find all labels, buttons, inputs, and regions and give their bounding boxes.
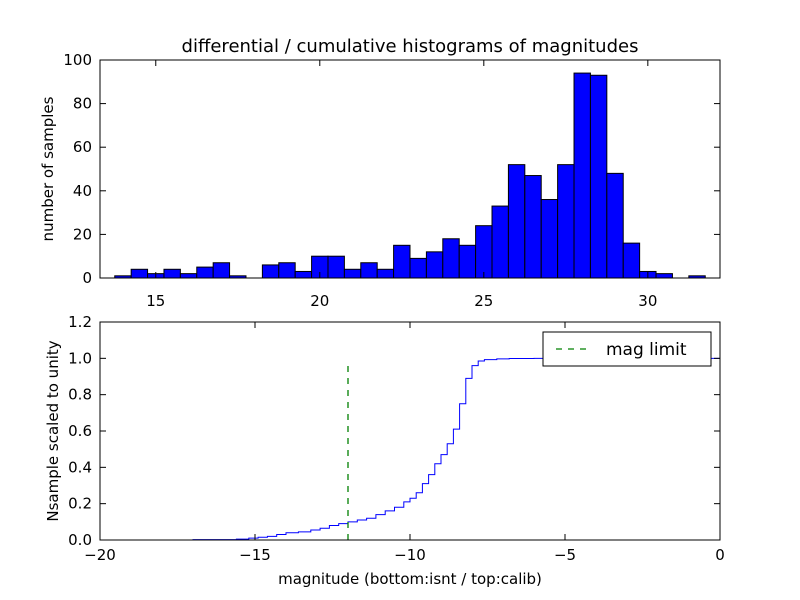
cumulative-x-tick-label: −20 bbox=[84, 546, 116, 564]
cumulative-x-tick-label: −5 bbox=[554, 546, 576, 564]
histogram-bar-22 bbox=[475, 225, 493, 279]
histogram-bar-4 bbox=[179, 273, 198, 279]
histogram-ticks: 15 20 25 30 0 20 40 60 80 100 bbox=[63, 51, 720, 310]
histogram-bar-9 bbox=[261, 264, 280, 279]
histogram-bar-6 bbox=[212, 262, 231, 279]
cumulative-y-tick-label: 1.0 bbox=[68, 349, 92, 367]
histogram-bar-21 bbox=[458, 244, 477, 279]
histogram-bar-1 bbox=[130, 268, 149, 279]
cumulative-y-axis-label: Nsample scaled to unity bbox=[44, 340, 62, 521]
histogram-bar-15 bbox=[360, 262, 378, 279]
histogram-x-tick-label: 15 bbox=[146, 292, 165, 310]
cumulative-y-tick-label: 0.6 bbox=[68, 422, 92, 440]
cumulative-y-tick-label: 0.4 bbox=[68, 458, 92, 476]
histogram-x-tick-label: 20 bbox=[310, 292, 329, 310]
histogram-bar-30 bbox=[606, 172, 624, 279]
histogram-bar-29 bbox=[589, 74, 608, 279]
histogram-bar-19 bbox=[425, 251, 444, 279]
cumulative-panel: −20 −15 −10 −5 0 0.0 0.2 0.4 0.6 0.8 1.0 1.2 Nsampl… bbox=[44, 313, 725, 588]
cumulative-x-tick-label: −10 bbox=[394, 546, 426, 564]
histogram-bar-10 bbox=[278, 262, 296, 279]
histogram-panel: 15 20 25 30 0 20 40 60 80 100 number of samples bbox=[39, 51, 721, 310]
histogram-y-tick-label: 40 bbox=[73, 182, 92, 200]
cumulative-x-tick-label: −15 bbox=[239, 546, 271, 564]
histogram-bar-25 bbox=[524, 175, 542, 279]
cumulative-x-tick-label: 0 bbox=[715, 546, 725, 564]
histogram-y-tick-label: 100 bbox=[63, 51, 92, 69]
histogram-y-tick-label: 20 bbox=[73, 225, 92, 243]
histogram-bar-24 bbox=[507, 164, 526, 279]
histogram-y-tick-label: 60 bbox=[73, 138, 92, 156]
histogram-bar-27 bbox=[557, 164, 575, 279]
cumulative-x-axis-label: magnitude (bottom:isnt / top:calib) bbox=[278, 570, 542, 588]
histogram-bar-26 bbox=[540, 199, 559, 279]
legend-entry-mag-limit: mag limit bbox=[606, 340, 687, 360]
legend: mag limit bbox=[542, 331, 712, 367]
cumulative-ticks: −20 −15 −10 −5 0 0.0 0.2 0.4 0.6 0.8 1.0 1.2 bbox=[68, 313, 725, 564]
histogram-y-tick-label: 0 bbox=[82, 269, 92, 287]
histogram-bar-28 bbox=[573, 72, 591, 279]
histogram-bar-14 bbox=[343, 268, 362, 279]
histogram-bar-11 bbox=[294, 270, 313, 279]
cumulative-lines bbox=[100, 357, 721, 541]
histogram-y-tick-label: 80 bbox=[73, 95, 92, 113]
cumulative-y-tick-label: 0.8 bbox=[68, 386, 92, 404]
chart-title: differential / cumulative histograms of … bbox=[182, 36, 639, 57]
histogram-bars bbox=[114, 72, 706, 279]
histogram-y-axis-label: number of samples bbox=[39, 96, 57, 241]
histogram-bar-3 bbox=[163, 268, 181, 279]
histogram-bar-17 bbox=[393, 244, 411, 279]
cumulative-y-tick-label: 1.2 bbox=[68, 313, 92, 331]
histogram-bar-31 bbox=[622, 242, 641, 279]
cumulative-axes-frame bbox=[99, 321, 721, 541]
histogram-bar-13 bbox=[327, 255, 345, 279]
histogram-bar-33 bbox=[655, 273, 673, 279]
cumulative-y-tick-label: 0.2 bbox=[68, 495, 92, 513]
histogram-bar-18 bbox=[409, 257, 427, 279]
histogram-bar-23 bbox=[491, 205, 509, 279]
histogram-bar-20 bbox=[442, 238, 460, 279]
histogram-x-tick-label: 30 bbox=[638, 292, 657, 310]
histogram-axes-frame bbox=[99, 59, 721, 279]
histogram-bar-16 bbox=[376, 268, 395, 279]
cumulative-y-tick-label: 0.0 bbox=[68, 531, 92, 549]
cumulative-step-line bbox=[100, 357, 721, 541]
histogram-bar-5 bbox=[196, 266, 214, 279]
histogram-x-tick-label: 25 bbox=[474, 292, 493, 310]
